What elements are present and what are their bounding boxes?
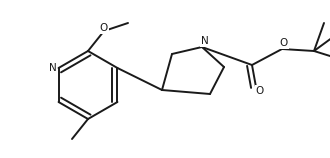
Text: O: O (100, 23, 108, 33)
Text: O: O (256, 86, 264, 96)
Text: N: N (201, 36, 209, 46)
Text: N: N (49, 63, 56, 73)
Text: O: O (280, 38, 288, 48)
